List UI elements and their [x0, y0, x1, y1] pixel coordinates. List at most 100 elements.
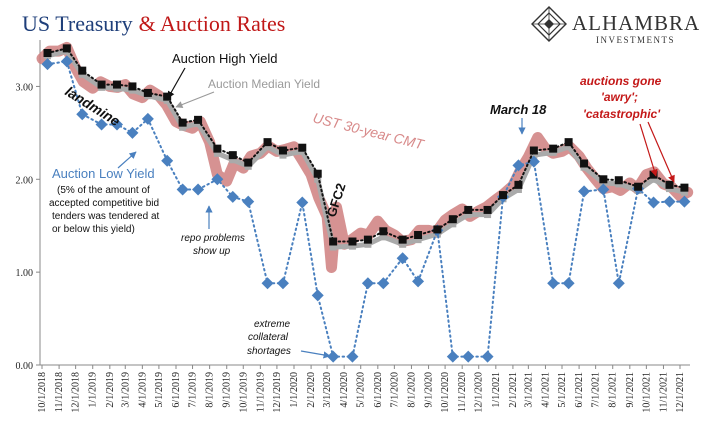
median-point: [650, 175, 658, 183]
low-point: [597, 183, 610, 196]
high-point: [244, 158, 253, 167]
low-point: [76, 108, 89, 121]
x-tick-label: 4/1/2021: [540, 372, 551, 408]
label-awry-2: 'awry';: [601, 90, 638, 104]
label-low-note-3: tenders was tendered at: [52, 211, 160, 222]
median-point: [379, 233, 387, 241]
high-point: [348, 237, 357, 246]
x-tick-label: 1/1/2021: [491, 372, 502, 408]
high-point: [112, 80, 121, 89]
x-tick-label: 9/1/2020: [424, 372, 435, 408]
low-point: [412, 275, 425, 288]
low-point: [361, 277, 374, 290]
high-point: [363, 235, 372, 244]
label-repo-2: show up: [193, 246, 231, 257]
diamond-logo-icon: [531, 6, 567, 42]
x-tick-label: 12/1/2020: [474, 372, 485, 413]
low-point: [578, 185, 591, 198]
series-low-line: [46, 60, 686, 358]
logo-name: ALHAMBRA: [572, 11, 700, 35]
high-point: [483, 205, 492, 214]
alhambra-logo: ALHAMBRA INVESTMENTS: [531, 6, 700, 45]
high-point: [498, 191, 507, 200]
x-tick-label: 1/1/2020: [289, 372, 300, 408]
high-point: [128, 82, 137, 91]
x-tick-label: 10/1/2021: [641, 372, 652, 413]
high-point: [194, 115, 203, 124]
x-tick-label: 4/1/2019: [137, 372, 148, 408]
high-point: [143, 88, 152, 97]
label-low-note-1: (5% of the amount of: [57, 185, 150, 196]
high-point: [529, 146, 538, 155]
arrow-median-yield: [175, 91, 215, 108]
label-ust-30-year-cmt: UST 30-year CMT: [311, 109, 426, 152]
low-point: [346, 350, 359, 363]
low-point: [462, 350, 475, 363]
low-point: [481, 350, 494, 363]
median-point: [364, 240, 372, 248]
low-point: [647, 196, 660, 209]
high-point: [398, 235, 407, 244]
x-tick-label: 11/1/2018: [54, 372, 65, 412]
label-collateral-1: extreme: [254, 319, 291, 330]
x-tick-label: 2/1/2020: [306, 372, 317, 408]
median-point: [680, 188, 688, 196]
label-awry-1: auctions gone: [580, 74, 662, 88]
median-point: [565, 143, 573, 151]
high-point: [665, 180, 674, 189]
x-tick-label: 2/1/2019: [105, 372, 116, 408]
median-point: [279, 151, 287, 159]
high-point: [178, 118, 187, 127]
chart-title-part2: & Auction Rates: [139, 11, 286, 36]
high-point: [649, 170, 658, 179]
median-point: [314, 175, 322, 183]
arrow-awry-1: [639, 123, 658, 177]
x-tick-label: 7/1/2020: [389, 372, 400, 408]
low-point: [663, 195, 676, 208]
high-point: [163, 92, 172, 101]
logo-sub: INVESTMENTS: [596, 35, 675, 45]
x-tick-label: 8/1/2020: [406, 372, 417, 408]
arrow-awry-2: [647, 121, 675, 183]
label-gfc2: GFC2: [324, 181, 349, 219]
high-point: [448, 215, 457, 224]
x-tick-label: 6/1/2019: [171, 372, 182, 408]
y-tick-label: 1.00: [16, 268, 34, 279]
median-point: [414, 236, 422, 244]
x-tick-label: 12/1/2018: [71, 372, 82, 413]
low-point: [612, 277, 625, 290]
median-point: [264, 143, 272, 151]
high-point: [464, 205, 473, 214]
label-collateral-2: collateral: [248, 332, 289, 343]
high-point: [549, 144, 558, 153]
high-point: [43, 49, 52, 57]
low-point: [678, 195, 691, 208]
label-collateral-3: shortages: [247, 346, 291, 357]
median-point: [229, 156, 237, 164]
label-auction-low-yield: Auction Low Yield: [52, 166, 155, 181]
chart-title: US Treasury & Auction Rates: [22, 11, 285, 36]
label-awry-3: 'catastrophic': [583, 107, 661, 121]
high-point: [213, 144, 222, 153]
low-point: [95, 118, 108, 131]
x-tick-label: 9/1/2019: [222, 372, 233, 408]
x-tick-label: 3/1/2020: [322, 372, 333, 408]
low-point: [211, 173, 224, 186]
low-point: [41, 58, 54, 71]
high-point: [263, 138, 272, 147]
high-point: [228, 151, 237, 160]
low-point: [377, 277, 390, 290]
y-tick-label: 2.00: [16, 175, 34, 186]
high-point: [433, 225, 442, 234]
median-point: [213, 149, 221, 157]
low-point: [192, 183, 205, 196]
x-tick-label: 11/1/2020: [457, 372, 468, 412]
low-point: [242, 195, 255, 208]
low-point: [296, 196, 309, 209]
x-tick-label: 8/1/2019: [205, 372, 216, 408]
median-point: [514, 186, 522, 193]
high-point: [62, 44, 71, 53]
x-tick-label: 5/1/2021: [557, 372, 568, 408]
high-point: [78, 66, 87, 75]
